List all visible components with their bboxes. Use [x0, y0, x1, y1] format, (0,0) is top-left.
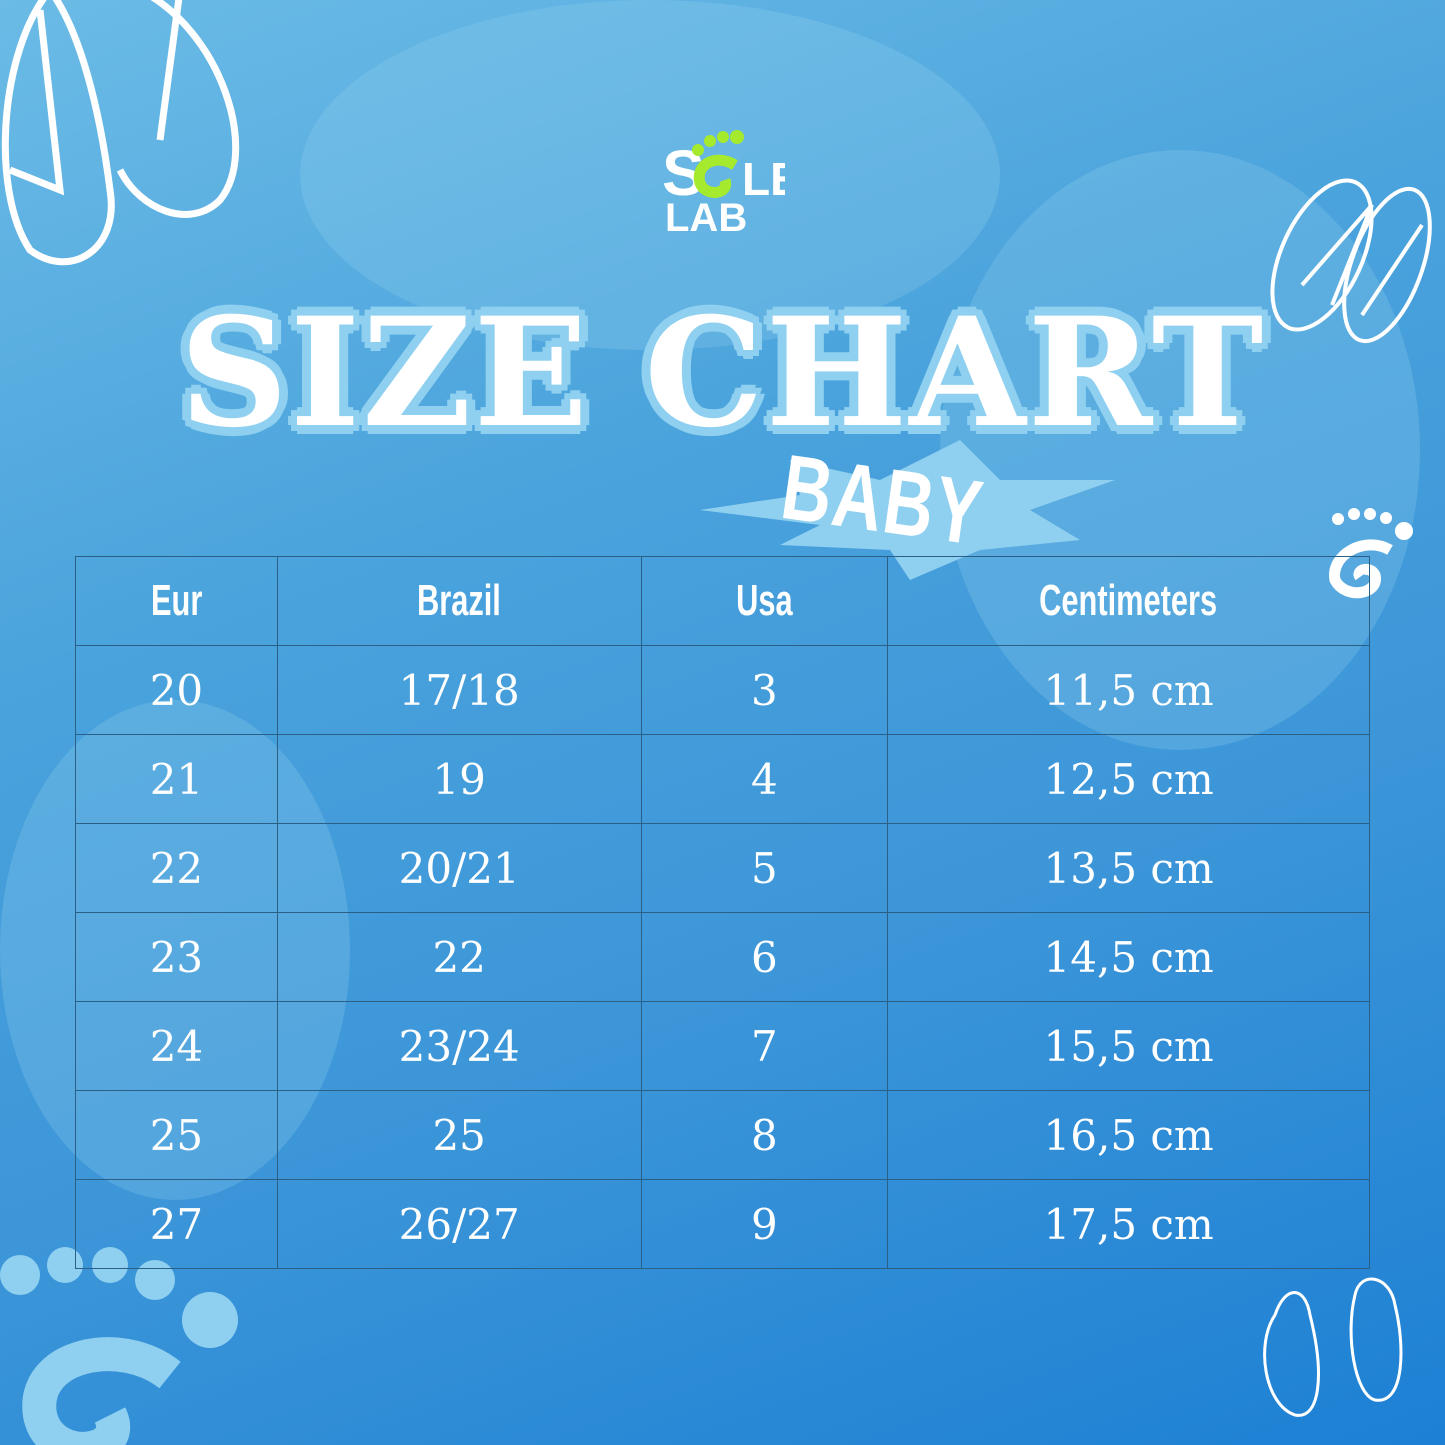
cell-brazil: 23/24: [276, 1001, 642, 1091]
sole-lab-logo: S LE LAB: [662, 130, 785, 235]
splash-shape: [700, 440, 1115, 580]
cell-usa: 9: [640, 1179, 889, 1269]
size-chart-table: Eur Brazil Usa Centimeters 20 17/18 3 11,5 …: [75, 556, 1370, 1269]
foot-icon: [0, 1247, 238, 1445]
cell-eur: 22: [75, 823, 278, 913]
cell-usa: 8: [640, 1090, 889, 1180]
cell-usa: 7: [640, 1001, 889, 1091]
page-title: SIZE CHART: [179, 285, 1266, 461]
header-usa: Usa: [640, 556, 889, 646]
background-shape: [300, 0, 1000, 350]
cell-usa: 6: [640, 912, 889, 1002]
cell-eur: 24: [75, 1001, 278, 1091]
cell-centimeters: 12,5 cm: [887, 734, 1370, 824]
cell-eur: 21: [75, 734, 278, 824]
cell-centimeters: 14,5 cm: [887, 912, 1370, 1002]
cell-usa: 4: [640, 734, 889, 824]
header-brazil: Brazil: [276, 556, 642, 646]
cell-eur: 27: [75, 1179, 278, 1269]
cell-brazil: 26/27: [276, 1179, 642, 1269]
cell-usa: 5: [640, 823, 889, 913]
table-row: 24 23/24 7 15,5 cm: [75, 1001, 1370, 1091]
table-row: 21 19 4 12,5 cm: [75, 734, 1370, 824]
table-row: 20 17/18 3 11,5 cm: [75, 645, 1370, 735]
cell-usa: 3: [640, 645, 889, 735]
table-row: 27 26/27 9 17,5 cm: [75, 1179, 1370, 1269]
table-row: 23 22 6 14,5 cm: [75, 912, 1370, 1002]
cell-brazil: 17/18: [276, 645, 642, 735]
cell-centimeters: 17,5 cm: [887, 1179, 1370, 1269]
cell-centimeters: 15,5 cm: [887, 1001, 1370, 1091]
header-eur: Eur: [75, 556, 278, 646]
cell-centimeters: 13,5 cm: [887, 823, 1370, 913]
cell-eur: 23: [75, 912, 278, 1002]
cell-brazil: 19: [276, 734, 642, 824]
flip-flops-icon: [1, 0, 240, 266]
cell-brazil: 25: [276, 1090, 642, 1180]
svg-text:LAB: LAB: [665, 196, 747, 235]
table-row: 22 20/21 5 13,5 cm: [75, 823, 1370, 913]
cell-brazil: 22: [276, 912, 642, 1002]
cell-eur: 25: [75, 1090, 278, 1180]
cell-brazil: 20/21: [276, 823, 642, 913]
svg-text:LE: LE: [742, 153, 785, 205]
table-row: 25 25 8 16,5 cm: [75, 1090, 1370, 1180]
cell-centimeters: 11,5 cm: [887, 645, 1370, 735]
footprints-icon: [1263, 1277, 1403, 1417]
cell-centimeters: 16,5 cm: [887, 1090, 1370, 1180]
flip-flops-icon: [1270, 178, 1432, 344]
cell-eur: 20: [75, 645, 278, 735]
table-header-row: Eur Brazil Usa Centimeters: [75, 556, 1370, 646]
header-centimeters: Centimeters: [887, 556, 1370, 646]
